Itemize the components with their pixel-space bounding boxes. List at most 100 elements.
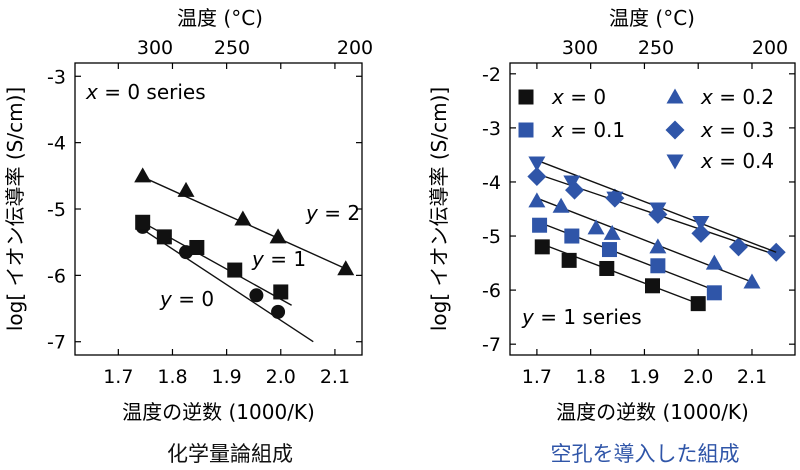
legend-marker	[665, 120, 685, 140]
series-label: y = 0	[159, 287, 214, 311]
data-point	[599, 260, 615, 276]
top-tick-label: 300	[137, 37, 173, 59]
data-point	[528, 192, 546, 208]
data-point	[534, 239, 550, 255]
legend-label-text: = 0.4	[713, 149, 774, 173]
data-point	[691, 223, 711, 243]
legend-label-variable: x	[551, 118, 564, 142]
x-tick-label: 1.8	[576, 366, 606, 388]
data-point	[690, 296, 706, 312]
x-tick-label: 1.7	[522, 366, 552, 388]
top-axis-label: 温度 (°C)	[609, 6, 695, 30]
x-tick-label: 1.8	[157, 366, 187, 388]
data-point	[234, 210, 252, 226]
plot-frame	[509, 62, 796, 356]
data-point	[601, 242, 617, 258]
fit-line	[139, 226, 314, 343]
legend-label-text: = 0.1	[564, 118, 625, 142]
data-point	[649, 202, 667, 218]
y-axis-label: log[ イオン伝導率 (S/cm)]	[3, 87, 27, 331]
series-annotation: x = 0 series	[85, 80, 206, 104]
legend-label-text: = 0.3	[713, 118, 774, 142]
annotation-text: = 0 series	[98, 80, 206, 104]
series-label-text: = 2	[318, 201, 360, 225]
data-point	[227, 262, 243, 278]
top-tick-label: 200	[752, 37, 788, 59]
data-point	[189, 239, 205, 255]
legend-label-variable: x	[551, 85, 564, 109]
y-tick-label: -7	[482, 334, 501, 356]
series-label-variable: y	[251, 247, 265, 271]
series-label-variable: y	[159, 287, 173, 311]
data-point	[563, 175, 581, 191]
top-tick-label: 250	[214, 37, 250, 59]
data-point	[552, 197, 570, 213]
legend-label: x = 0.1	[551, 118, 625, 142]
data-point	[649, 238, 667, 254]
y-tick-label: -2	[482, 64, 501, 86]
right-chart: 1.7 1.8 1.9 2.0 2.1 -7 -6 -5 -4 -3 -2 300 250 200 温度 (…	[427, 6, 796, 424]
y-axis-label: log[ イオン伝導率 (S/cm)]	[427, 87, 451, 331]
data-point	[156, 229, 172, 245]
legend-label: x = 0.3	[700, 118, 774, 142]
top-axis-label: 温度 (°C)	[177, 6, 263, 30]
data-point	[532, 217, 548, 233]
x-tick-label: 1.7	[103, 366, 133, 388]
data-point	[645, 278, 660, 294]
data-point	[273, 284, 289, 300]
y-tick-label: -4	[47, 133, 66, 155]
x-axis-label: 温度の逆数 (1000/K)	[556, 400, 749, 424]
annotation-variable: y	[521, 305, 535, 329]
legend-marker	[518, 122, 534, 138]
data-point	[271, 304, 286, 319]
legend-label: x = 0.2	[700, 85, 774, 109]
series-label-text: = 1	[264, 247, 306, 271]
x-tick-label: 2.0	[683, 366, 713, 388]
x-tick-label: 2.1	[320, 366, 350, 388]
y-tick-label: -6	[482, 280, 501, 302]
data-point	[528, 156, 546, 172]
series-label: y = 2	[305, 201, 360, 225]
data-point	[692, 216, 710, 232]
x-tick-label: 2.1	[737, 366, 767, 388]
y-tick-label: -4	[482, 172, 501, 194]
left-caption: 化学量論組成	[167, 442, 293, 466]
x-tick-label: 1.9	[212, 366, 242, 388]
legend-marker	[666, 88, 684, 104]
data-point	[650, 258, 666, 274]
data-point	[606, 191, 624, 207]
legend-label-variable: x	[700, 85, 713, 109]
y-tick-label: -3	[482, 118, 501, 140]
series-label: y = 1	[251, 247, 306, 271]
y-tick-label: -5	[482, 226, 501, 248]
x-tick-label: 1.9	[629, 366, 659, 388]
legend-marker	[666, 154, 684, 170]
data-point	[337, 260, 355, 276]
legend-marker	[518, 89, 534, 105]
legend-label-variable: x	[700, 149, 713, 173]
annotation-text: = 1 series	[534, 305, 642, 329]
y-tick-label: -3	[47, 66, 66, 88]
top-tick-label: 300	[562, 37, 598, 59]
annotation-variable: x	[85, 80, 98, 104]
data-point	[743, 273, 761, 289]
data-point	[561, 252, 577, 268]
legend-label: x = 0	[551, 85, 606, 109]
data-point	[564, 228, 580, 244]
top-tick-label: 250	[638, 37, 674, 59]
right-caption: 空孔を導入した組成	[550, 442, 740, 466]
data-point	[135, 214, 151, 230]
data-point	[705, 254, 723, 270]
series-label-variable: y	[305, 201, 319, 225]
series-annotation: y = 1 series	[521, 305, 642, 329]
data-point	[706, 285, 722, 301]
data-point	[603, 224, 621, 240]
data-point	[269, 228, 287, 244]
legend-label-variable: x	[700, 118, 713, 142]
left-chart: 1.7 1.8 1.9 2.0 2.1 -7 -6 -5 -4 -3 300 250 200 温度 (°C…	[3, 6, 373, 424]
y-tick-label: -5	[47, 199, 66, 221]
data-point	[729, 237, 749, 257]
y-tick-label: -7	[47, 332, 66, 354]
legend-label-text: = 0.2	[713, 85, 774, 109]
